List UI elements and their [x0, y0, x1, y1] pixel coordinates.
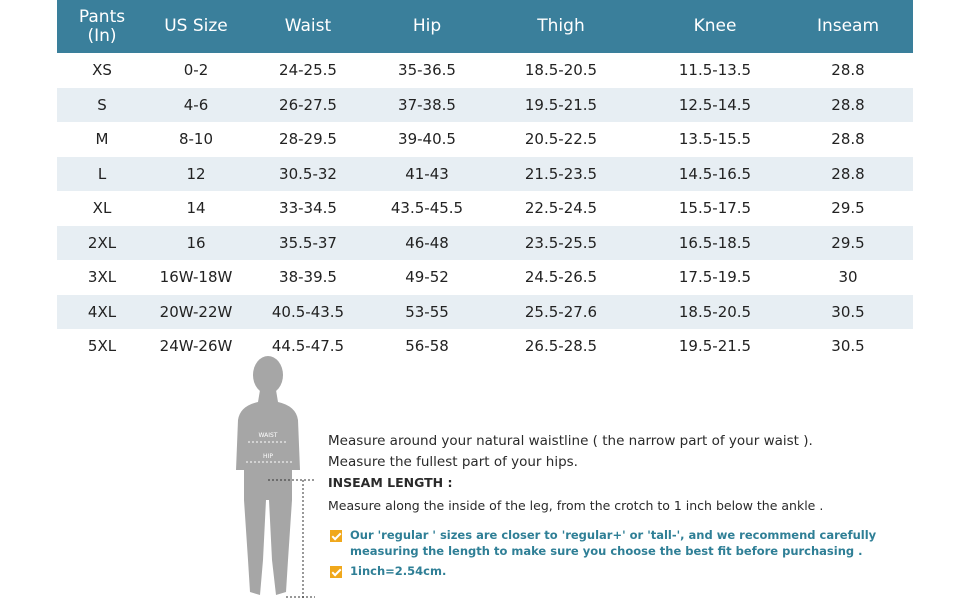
- table-cell: 28-29.5: [279, 130, 337, 149]
- table-cell: M: [95, 130, 109, 149]
- table-cell: 0-2: [183, 61, 209, 80]
- table-cell: 21.5-23.5: [524, 164, 598, 183]
- table-cell: 46-48: [405, 233, 449, 252]
- table-cell: 18.5-20.5: [678, 302, 752, 321]
- table-cell: 43.5-45.5: [390, 199, 464, 218]
- table-cell: 35-36.5: [398, 61, 456, 80]
- table-cell: 18.5-20.5: [524, 61, 598, 80]
- table-cell: 23.5-25.5: [524, 233, 598, 252]
- table-cell: 12: [186, 164, 206, 183]
- header-cell: Hip: [412, 16, 442, 36]
- table-cell: 5XL: [87, 337, 117, 356]
- table-cell: 11.5-13.5: [678, 61, 752, 80]
- table-cell: 29.5: [831, 199, 865, 218]
- table-cell: 37-38.5: [398, 95, 456, 114]
- header-cell: Waist: [284, 16, 332, 36]
- check-icon: [330, 530, 342, 542]
- table-cell: 24W-26W: [159, 337, 233, 356]
- table-cell: 14.5-16.5: [678, 164, 752, 183]
- inseam-title: INSEAM LENGTH :: [328, 475, 453, 490]
- table-cell: XL: [92, 199, 112, 218]
- row-stripe: [57, 87, 913, 122]
- table-cell: 24-25.5: [279, 61, 337, 80]
- table-cell: 28.8: [831, 164, 865, 183]
- table-cell: 19.5-21.5: [678, 337, 752, 356]
- table-cell: 28.8: [831, 61, 865, 80]
- waist-text: Measure around your natural waistline ( …: [328, 433, 813, 449]
- table-cell: 16W-18W: [159, 268, 233, 287]
- table-cell: 19.5-21.5: [524, 95, 598, 114]
- header-cell: Pants (In): [78, 6, 126, 46]
- table-cell: 25.5-27.6: [524, 302, 598, 321]
- table-cell: 49-52: [405, 268, 449, 287]
- silhouette: [236, 356, 300, 595]
- table-cell: 38-39.5: [279, 268, 337, 287]
- table-cell: 29.5: [831, 233, 865, 252]
- table-cell: 35.5-37: [279, 233, 337, 252]
- note: 1inch=2.54cm.: [350, 564, 447, 578]
- table-cell: 22.5-24.5: [524, 199, 598, 218]
- table-cell: 39-40.5: [398, 130, 456, 149]
- waist-label: WAIST: [259, 432, 278, 439]
- table-cell: 14: [186, 199, 206, 218]
- table-cell: 13.5-15.5: [678, 130, 752, 149]
- table-cell: 30.5: [831, 302, 865, 321]
- table-cell: 30: [838, 268, 858, 287]
- table-cell: 56-58: [405, 337, 449, 356]
- inseam-text: Measure along the inside of the leg, fro…: [328, 498, 824, 513]
- row-stripe: [57, 294, 913, 329]
- table-cell: 12.5-14.5: [678, 95, 752, 114]
- hip-text: Measure the fullest part of your hips.: [328, 454, 578, 470]
- table-cell: 30.5: [831, 337, 865, 356]
- table-cell: 20.5-22.5: [524, 130, 598, 149]
- table-cell: 15.5-17.5: [678, 199, 752, 218]
- table-cell: 41-43: [405, 164, 449, 183]
- header-cell: US Size: [164, 16, 228, 36]
- header-cell: Thigh: [537, 16, 585, 36]
- note: Our 'regular ' sizes are closer to 'regu…: [350, 528, 877, 558]
- table-cell: 20W-22W: [159, 302, 233, 321]
- table-cell: 8-10: [178, 130, 214, 149]
- table-cell: 28.8: [831, 130, 865, 149]
- table-cell: 40.5-43.5: [271, 302, 345, 321]
- table-cell: L: [97, 164, 107, 183]
- header-cell: Inseam: [816, 16, 880, 36]
- table-cell: 3XL: [87, 268, 117, 287]
- table-cell: 44.5-47.5: [271, 337, 345, 356]
- table-cell: 17.5-19.5: [678, 268, 752, 287]
- table-cell: 4XL: [87, 302, 117, 321]
- table-cell: 16.5-18.5: [678, 233, 752, 252]
- header-cell: Knee: [693, 16, 737, 36]
- table-cell: 53-55: [405, 302, 449, 321]
- table-cell: 26-27.5: [279, 95, 337, 114]
- table-cell: 24.5-26.5: [524, 268, 598, 287]
- table-cell: 26.5-28.5: [524, 337, 598, 356]
- table-cell: 30.5-32: [279, 164, 337, 183]
- row-stripe: [57, 156, 913, 191]
- table-cell: 33-34.5: [279, 199, 337, 218]
- table-cell: 4-6: [183, 95, 209, 114]
- table-cell: 28.8: [831, 95, 865, 114]
- check-icon: [330, 566, 342, 578]
- row-stripe: [57, 225, 913, 260]
- header-bg: [57, 0, 913, 53]
- table-cell: 16: [186, 233, 206, 252]
- table-cell: 2XL: [87, 233, 117, 252]
- table-cell: XS: [92, 61, 112, 80]
- hip-label: HIP: [263, 453, 273, 460]
- table-cell: S: [97, 95, 107, 114]
